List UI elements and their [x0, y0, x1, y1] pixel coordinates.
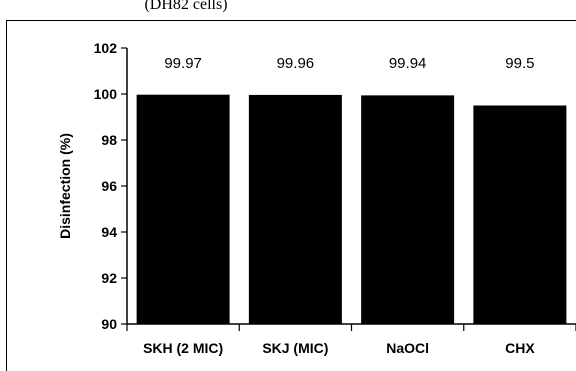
y-tick-label: 92: [101, 270, 117, 286]
data-label: 99.5: [505, 55, 534, 72]
bar-1: [248, 94, 342, 324]
bar-3: [473, 105, 567, 324]
x-tick-label: CHX: [505, 340, 535, 356]
caption-fragment: (DH82 cells): [144, 0, 227, 13]
y-tick-label: 90: [101, 316, 117, 332]
data-label: 99.97: [164, 55, 202, 72]
chart-frame: [6, 20, 576, 371]
x-tick-label: SKJ (MIC): [262, 340, 328, 356]
y-tick-label: 94: [101, 224, 117, 240]
y-tick-label: 96: [101, 178, 117, 194]
y-tick-label: 100: [94, 86, 118, 102]
x-tick-label: SKH (2 MIC): [143, 340, 223, 356]
bar-2: [361, 95, 455, 324]
y-axis-title: Disinfection (%): [57, 133, 73, 239]
y-tick-label: 102: [94, 40, 118, 56]
bar-0: [136, 94, 230, 324]
data-label: 99.94: [389, 55, 427, 72]
data-label: 99.96: [277, 55, 315, 72]
x-tick-label: NaOCl: [386, 340, 429, 356]
y-tick-label: 98: [101, 132, 117, 148]
plot-area: 90 92 94 96 98 100 102 SKH (2 MIC) SKJ (MIC) NaO…: [94, 40, 576, 356]
